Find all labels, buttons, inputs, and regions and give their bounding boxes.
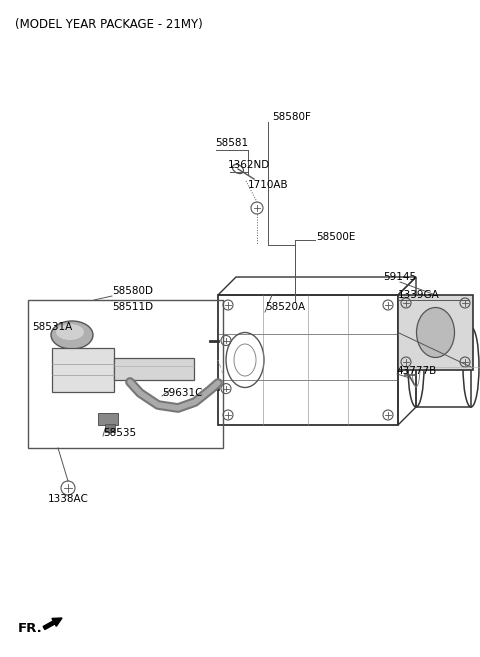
Ellipse shape (417, 307, 455, 357)
Bar (52, 348, 114, 392)
Text: 58580D: 58580D (112, 286, 153, 296)
Text: (MODEL YEAR PACKAGE - 21MY): (MODEL YEAR PACKAGE - 21MY) (15, 18, 203, 31)
Bar (105, 424, 115, 432)
Bar (114, 358, 194, 380)
Text: 43777B: 43777B (396, 366, 436, 376)
Ellipse shape (56, 324, 84, 340)
Bar (98, 413, 118, 425)
Text: 58580F: 58580F (272, 112, 311, 122)
Text: 1710AB: 1710AB (248, 180, 288, 190)
Text: 59145: 59145 (383, 272, 416, 282)
Text: 58520A: 58520A (265, 302, 305, 312)
Bar (398, 295, 473, 370)
Text: FR.: FR. (18, 622, 43, 635)
FancyArrow shape (43, 618, 62, 629)
Text: 58500E: 58500E (316, 232, 355, 242)
Text: 59631C: 59631C (162, 388, 203, 398)
Text: 58511D: 58511D (112, 302, 153, 312)
Text: 1338AC: 1338AC (48, 494, 89, 504)
Text: 58531A: 58531A (32, 322, 72, 332)
Text: 1362ND: 1362ND (228, 160, 270, 170)
Ellipse shape (51, 321, 93, 349)
Bar (218, 295, 398, 425)
Text: 1339GA: 1339GA (398, 290, 440, 300)
Text: 58581: 58581 (215, 138, 248, 148)
Bar (416, 327, 471, 407)
Bar (28, 300, 223, 448)
Text: 58535: 58535 (103, 428, 136, 438)
